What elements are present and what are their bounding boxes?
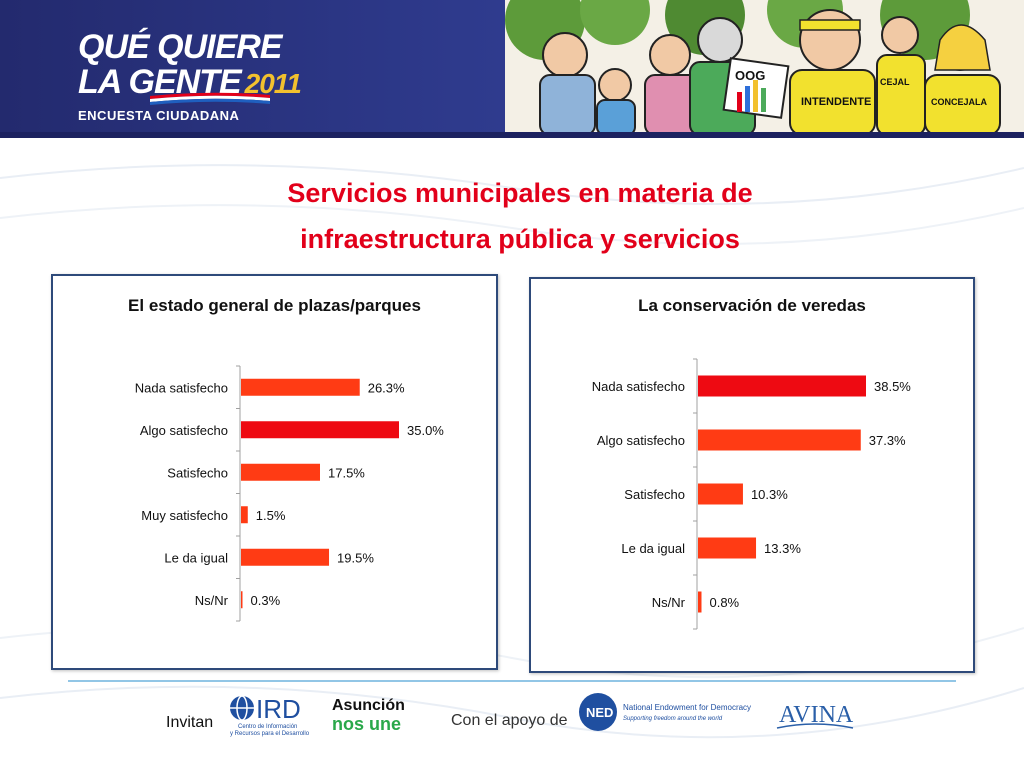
brand-logo: QUÉ QUIERE LA GENTE 2011 ENCUESTA CIUDADA… [78, 28, 302, 123]
ird-logo-text: IRD [256, 694, 301, 724]
value-label: 17.5% [328, 465, 365, 480]
category-label: Algo satisfecho [597, 433, 685, 448]
footer-divider [68, 680, 956, 682]
ned-logo-text: NED [586, 705, 613, 720]
category-label: Satisfecho [624, 487, 685, 502]
bar [241, 378, 360, 396]
bar [698, 591, 702, 613]
chart-panel-veredas: La conservación de veredas Nada satisfec… [529, 277, 975, 673]
value-label: 10.3% [751, 487, 788, 502]
cartoon-sign2: INTENDENTE [801, 96, 871, 108]
value-label: 35.0% [407, 423, 444, 438]
category-label: Le da igual [164, 550, 228, 565]
brand-year: 2011 [244, 68, 302, 99]
chart-title: El estado general de plazas/parques [128, 296, 421, 315]
bar [698, 429, 861, 451]
category-label: Muy satisfecho [141, 508, 228, 523]
category-label: Nada satisfecho [592, 379, 685, 394]
ird-caption2: y Recursos para el Desarrollo [230, 731, 310, 737]
category-label: Ns/Nr [195, 593, 229, 608]
brand-line2: LA GENTE 2011 [78, 64, 302, 102]
category-label: Nada satisfecho [135, 380, 228, 395]
category-label: Le da igual [621, 541, 685, 556]
slide-title-line2: infraestructura pública y servicios [300, 224, 740, 254]
avina-logo: AVINA [776, 702, 854, 729]
chart-plazas: Nada satisfecho 26.3% Algo satisfecho 35.0%… [135, 365, 444, 622]
bar [698, 537, 757, 559]
asuncion-line1: Asunción [332, 697, 405, 714]
value-label: 26.3% [368, 380, 405, 395]
bar [241, 463, 320, 481]
asuncion-logo: Asunción nos une [332, 697, 405, 734]
apoyo-label: Con el apoyo de [451, 712, 568, 729]
cartoon-sign3: CONCEJALA [931, 97, 988, 107]
chart-title: La conservación de veredas [638, 296, 866, 315]
value-label: 0.8% [709, 595, 739, 610]
invitan-label: Invitan [166, 714, 214, 731]
bar [698, 375, 866, 397]
value-label: 19.5% [337, 550, 374, 565]
ned-tagline: Supporting freedom around the world [623, 716, 723, 722]
flag-swoosh-icon [150, 92, 270, 105]
category-label: Satisfecho [167, 465, 228, 480]
category-label: Algo satisfecho [140, 423, 228, 438]
value-label: 38.5% [874, 379, 911, 394]
banner-divider [0, 132, 1024, 138]
ird-logo: IRD Centro de Información y Recursos par… [230, 694, 310, 737]
bar [241, 506, 248, 524]
slide-title: Servicios municipales en materia de infr… [0, 170, 1024, 262]
value-label: 0.3% [251, 593, 281, 608]
ned-name: National Endowment for Democracy [623, 703, 751, 712]
brand-line1: QUÉ QUIERE [78, 28, 282, 66]
header-banner: QUÉ QUIERE LA GENTE 2011 ENCUESTA CIUDADA… [0, 0, 1024, 135]
slide-title-line1: Servicios municipales en materia de [287, 178, 753, 208]
bar [241, 421, 399, 439]
asuncion-line2: nos une [332, 714, 401, 734]
chart-veredas: Nada satisfecho 38.5% Algo satisfecho 37.3%… [592, 358, 911, 630]
cartoon-crowd-illustration: OOG INTENDENTE CEJAL CONCEJALA [505, 0, 1024, 135]
bar [241, 548, 330, 566]
ird-caption1: Centro de Información [238, 724, 297, 730]
cartoon-sign1: OOG [735, 68, 765, 83]
brand-subtitle: ENCUESTA CIUDADANA [78, 108, 240, 123]
bar [241, 591, 243, 609]
bar [698, 483, 743, 505]
category-label: Ns/Nr [652, 595, 686, 610]
chart-panel-plazas: El estado general de plazas/parques Nada… [51, 274, 498, 670]
value-label: 37.3% [869, 433, 906, 448]
cartoon-sign4: CEJAL [880, 77, 910, 87]
value-label: 13.3% [764, 541, 801, 556]
ned-logo: NED National Endowment for Democracy Sup… [579, 693, 751, 731]
value-label: 1.5% [256, 508, 286, 523]
